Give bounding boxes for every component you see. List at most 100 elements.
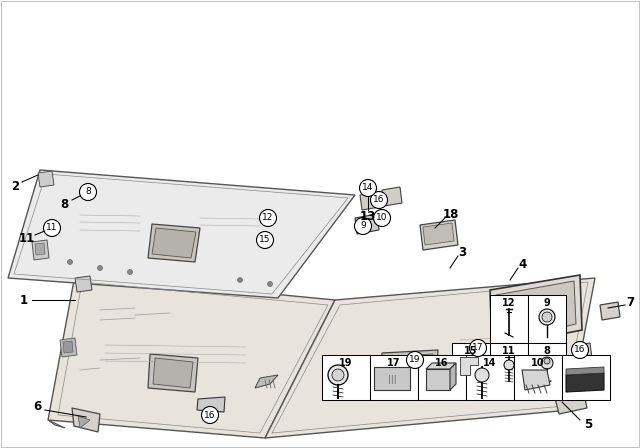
Polygon shape	[374, 367, 410, 390]
Bar	[528, 343, 566, 391]
Circle shape	[328, 365, 348, 385]
Text: 10: 10	[376, 214, 388, 223]
Circle shape	[572, 341, 589, 358]
Polygon shape	[32, 240, 49, 260]
Polygon shape	[78, 416, 90, 428]
Polygon shape	[460, 357, 478, 375]
Polygon shape	[382, 187, 402, 206]
Text: 2: 2	[11, 180, 19, 193]
Circle shape	[259, 210, 276, 227]
Text: 12: 12	[262, 214, 274, 223]
Text: 4: 4	[519, 258, 527, 271]
Circle shape	[79, 184, 97, 201]
Circle shape	[541, 357, 553, 369]
Polygon shape	[450, 363, 456, 390]
Bar	[562, 355, 610, 400]
Text: 8: 8	[60, 198, 68, 211]
Text: 8: 8	[85, 188, 91, 197]
Text: 3: 3	[458, 246, 466, 258]
Polygon shape	[423, 223, 454, 245]
Text: 16: 16	[373, 195, 385, 204]
Polygon shape	[426, 363, 456, 369]
Bar	[452, 343, 490, 391]
Text: 16: 16	[574, 345, 586, 354]
Circle shape	[371, 191, 387, 208]
Text: 11: 11	[502, 346, 516, 356]
Text: 16: 16	[204, 410, 216, 419]
Polygon shape	[355, 214, 379, 234]
Text: 7: 7	[626, 296, 634, 309]
Polygon shape	[548, 298, 565, 317]
Polygon shape	[522, 370, 550, 390]
Bar	[322, 355, 370, 400]
Text: 5: 5	[584, 418, 592, 431]
Text: 13: 13	[360, 210, 376, 223]
Text: 9: 9	[543, 298, 550, 308]
Polygon shape	[265, 278, 595, 438]
Polygon shape	[566, 367, 604, 375]
Polygon shape	[48, 420, 65, 428]
Polygon shape	[426, 369, 450, 390]
Text: 16: 16	[435, 358, 449, 368]
Polygon shape	[148, 354, 198, 392]
Text: 10: 10	[531, 358, 545, 368]
Polygon shape	[555, 390, 587, 414]
Polygon shape	[385, 354, 433, 386]
Circle shape	[44, 220, 61, 237]
Polygon shape	[496, 281, 576, 342]
Bar	[418, 355, 466, 400]
Circle shape	[542, 312, 552, 322]
Polygon shape	[148, 224, 200, 262]
Polygon shape	[8, 170, 355, 298]
Text: 14: 14	[483, 358, 497, 368]
Bar	[514, 355, 562, 400]
Text: 19: 19	[409, 356, 420, 365]
Polygon shape	[48, 275, 335, 438]
Text: 9: 9	[360, 221, 366, 231]
Polygon shape	[566, 373, 604, 392]
Circle shape	[67, 259, 72, 264]
Bar	[490, 295, 528, 343]
Polygon shape	[60, 338, 77, 357]
Circle shape	[127, 270, 132, 275]
Bar	[490, 343, 528, 391]
Polygon shape	[197, 397, 225, 412]
Bar	[370, 355, 418, 400]
Text: 18: 18	[443, 208, 459, 221]
Polygon shape	[360, 192, 380, 210]
Polygon shape	[255, 375, 278, 388]
Text: 15: 15	[464, 346, 477, 356]
Circle shape	[504, 360, 514, 370]
Polygon shape	[575, 343, 592, 360]
Circle shape	[97, 266, 102, 271]
Text: 12: 12	[502, 298, 516, 308]
Circle shape	[360, 180, 376, 197]
Text: 8: 8	[543, 346, 550, 356]
Text: 1: 1	[20, 293, 28, 306]
Circle shape	[544, 358, 550, 364]
Circle shape	[332, 369, 344, 381]
Bar	[466, 355, 514, 400]
Circle shape	[470, 340, 486, 357]
Circle shape	[202, 406, 218, 423]
Text: 14: 14	[362, 184, 374, 193]
Text: 17: 17	[387, 358, 401, 368]
Polygon shape	[420, 220, 458, 250]
Text: 17: 17	[472, 344, 484, 353]
Polygon shape	[490, 275, 582, 348]
Bar	[528, 295, 566, 343]
Circle shape	[374, 210, 390, 227]
Polygon shape	[600, 302, 620, 320]
Text: 6: 6	[33, 401, 41, 414]
Circle shape	[237, 277, 243, 283]
Polygon shape	[38, 171, 54, 187]
Circle shape	[257, 232, 273, 249]
Polygon shape	[152, 228, 196, 258]
Polygon shape	[63, 341, 73, 353]
Polygon shape	[35, 243, 45, 255]
Text: 15: 15	[259, 236, 271, 245]
Polygon shape	[75, 276, 92, 292]
Circle shape	[355, 217, 371, 234]
Circle shape	[268, 281, 273, 287]
Polygon shape	[153, 358, 193, 388]
